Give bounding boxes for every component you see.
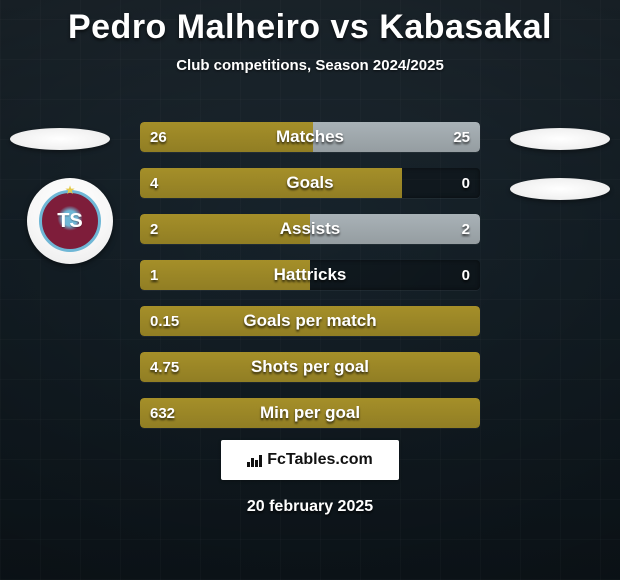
stat-value-player2: 0 (462, 168, 470, 198)
bar-fill-player1 (140, 214, 310, 244)
bar-fill-player1 (140, 122, 313, 152)
player-ellipse-left (10, 128, 110, 150)
stat-row: 632Min per goal (140, 398, 480, 428)
brand-text: FcTables.com (247, 451, 373, 469)
bar-fill-player1 (140, 168, 402, 198)
star-icon: ★ (65, 183, 76, 197)
player-ellipse-right (510, 178, 610, 200)
bar-chart-icon (247, 453, 263, 467)
infographic-root: Pedro Malheiro vs Kabasakal Club competi… (0, 0, 620, 580)
stat-value-player2: 0 (462, 260, 470, 290)
club-badge: ★ TS (27, 178, 113, 264)
bar-fill-player1 (140, 398, 480, 428)
bar-fill-player2 (313, 122, 480, 152)
date-label: 20 february 2025 (0, 498, 620, 516)
page-title: Pedro Malheiro vs Kabasakal (0, 0, 620, 47)
bar-fill-player2 (310, 214, 480, 244)
brand-label: FcTables.com (267, 451, 373, 469)
stat-row: 22Assists (140, 214, 480, 244)
stat-row: 10Hattricks (140, 260, 480, 290)
bar-fill-player1 (140, 352, 480, 382)
bar-fill-player1 (140, 260, 310, 290)
bar-fill-player1 (140, 306, 480, 336)
stats-bars: 2625Matches 40Goals 22Assists 10Hattricks 0.… (140, 122, 480, 444)
brand-box[interactable]: FcTables.com (221, 440, 399, 480)
stat-row: 4.75Shots per goal (140, 352, 480, 382)
player-ellipse-right (510, 128, 610, 150)
stat-row: 2625Matches (140, 122, 480, 152)
club-badge-letters: TS (57, 210, 83, 233)
club-badge-inner: ★ TS (39, 190, 101, 252)
stat-row: 0.15Goals per match (140, 306, 480, 336)
stat-row: 40Goals (140, 168, 480, 198)
subtitle: Club competitions, Season 2024/2025 (0, 57, 620, 74)
